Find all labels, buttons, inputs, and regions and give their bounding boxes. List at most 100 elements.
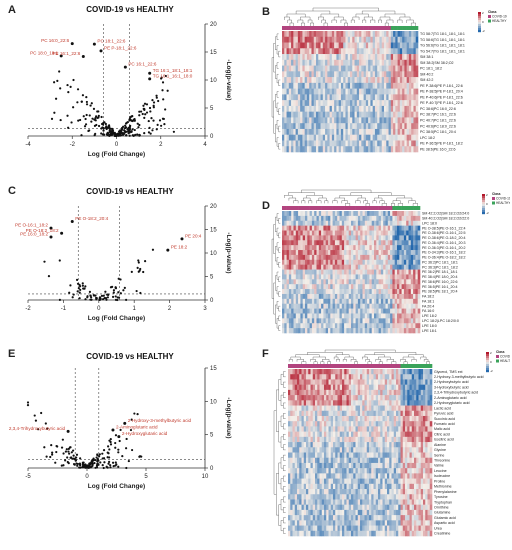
- heatmap-cell: [351, 313, 354, 319]
- heatmap-cell: [310, 374, 314, 380]
- heatmap-cell: [414, 426, 417, 432]
- heatmap-cell: [406, 313, 409, 319]
- heatmap-cell: [286, 215, 290, 222]
- heatmap-cell: [311, 117, 315, 124]
- heatmap-cell: [374, 128, 378, 136]
- heatmap-cell: [408, 279, 412, 285]
- heatmap-cell: [408, 146, 412, 153]
- heatmap-cell: [356, 31, 360, 38]
- class-annotation-cell: [408, 26, 412, 30]
- class-annotation-cell: [397, 206, 400, 210]
- heatmap-cell: [365, 128, 369, 136]
- heatmap-cell: [344, 284, 347, 290]
- heatmap-cell: [328, 279, 331, 285]
- heatmap-cell: [291, 88, 294, 95]
- dendrogram-branch: [320, 13, 340, 17]
- heatmap-cell: [362, 374, 365, 380]
- heatmap-cell: [385, 303, 389, 309]
- heatmap-cell: [308, 447, 311, 453]
- heatmap-cell: [316, 123, 319, 130]
- heatmap-cell: [346, 318, 349, 324]
- heatmap-cell: [371, 235, 375, 241]
- heatmap-cell: [360, 264, 363, 270]
- heatmap-cell: [295, 259, 299, 265]
- heatmap-cell: [288, 111, 292, 118]
- heatmap-cell: [398, 410, 401, 417]
- heatmap-cell: [334, 82, 337, 89]
- heatmap-cell: [386, 140, 389, 147]
- heatmap-cell: [314, 240, 317, 246]
- heatmap-cell: [360, 457, 363, 464]
- data-point: [98, 297, 101, 300]
- heatmap-cell: [329, 117, 333, 124]
- heatmap-cell: [406, 250, 409, 256]
- heatmap-cell: [417, 318, 421, 324]
- point-label: PE O-16:1_18:2: [15, 223, 48, 228]
- heatmap-cell: [309, 31, 312, 38]
- heatmap-cell: [369, 289, 372, 295]
- heatmap-cell: [326, 389, 329, 396]
- class-annotation-cell: [292, 364, 296, 368]
- heatmap-cell: [317, 395, 320, 401]
- heatmap-cell: [408, 215, 412, 222]
- heatmap-cell: [288, 431, 291, 438]
- heatmap-cell: [351, 369, 354, 375]
- heatmap-cell: [387, 442, 390, 448]
- dendrogram-branch: [276, 137, 279, 147]
- heatmap-cell: [341, 323, 345, 329]
- heatmap-cell: [286, 117, 290, 124]
- heatmap-cell: [298, 328, 301, 334]
- class-annotation-cell: [372, 26, 376, 30]
- heatmap-cell: [334, 245, 338, 251]
- dendrogram-branch: [276, 45, 279, 55]
- heatmap-cell: [399, 303, 402, 309]
- heatmap-cell: [307, 308, 310, 314]
- class-annotation-cell: [364, 364, 368, 368]
- class-annotation-cell: [395, 26, 398, 30]
- heatmap-cell: [348, 436, 352, 443]
- dendrogram-branch: [288, 192, 315, 196]
- heatmap-cell: [322, 94, 326, 101]
- heatmap-cell: [316, 65, 319, 72]
- heatmap-cell: [414, 442, 417, 448]
- heatmap-cell: [374, 215, 377, 222]
- heatmap-cell: [369, 421, 372, 427]
- class-annotation-cell: [342, 364, 345, 368]
- heatmap-cell: [380, 293, 384, 300]
- heatmap-cell: [290, 374, 293, 380]
- data-point: [125, 130, 128, 133]
- heatmap-cell: [306, 94, 310, 101]
- heatmap-cell: [401, 254, 405, 261]
- heatmap-cell: [293, 250, 297, 256]
- heatmap-cell: [400, 384, 404, 391]
- heatmap-cell: [394, 313, 398, 319]
- heatmap-cell: [415, 36, 419, 43]
- heatmap-cell: [290, 384, 293, 391]
- heatmap-cell: [323, 269, 326, 275]
- heatmap-cell: [305, 318, 308, 324]
- heatmap-cell: [361, 65, 364, 72]
- heatmap-cell: [380, 389, 383, 396]
- heatmap-cell: [364, 328, 368, 334]
- heatmap-cell: [328, 284, 331, 290]
- heatmap-cell: [384, 431, 388, 438]
- heatmap-cell: [288, 298, 292, 305]
- heatmap-cell: [327, 71, 330, 78]
- heatmap-cell: [321, 279, 324, 285]
- heatmap-cell: [399, 264, 402, 270]
- heatmap-cell: [362, 313, 366, 319]
- data-point: [94, 294, 97, 297]
- heatmap-cell: [284, 318, 287, 324]
- heatmap-cell: [327, 42, 330, 49]
- heatmap-cell: [293, 54, 296, 61]
- heatmap-cell: [297, 436, 300, 443]
- heatmap-cell: [302, 318, 306, 324]
- heatmap-cell: [309, 42, 312, 49]
- heatmap-cell: [403, 284, 407, 290]
- heatmap-cell: [341, 308, 345, 314]
- data-point: [114, 295, 117, 298]
- heatmap-cell: [423, 405, 426, 412]
- heatmap-cell: [351, 400, 354, 406]
- data-point: [81, 94, 85, 97]
- data-point: [143, 102, 147, 105]
